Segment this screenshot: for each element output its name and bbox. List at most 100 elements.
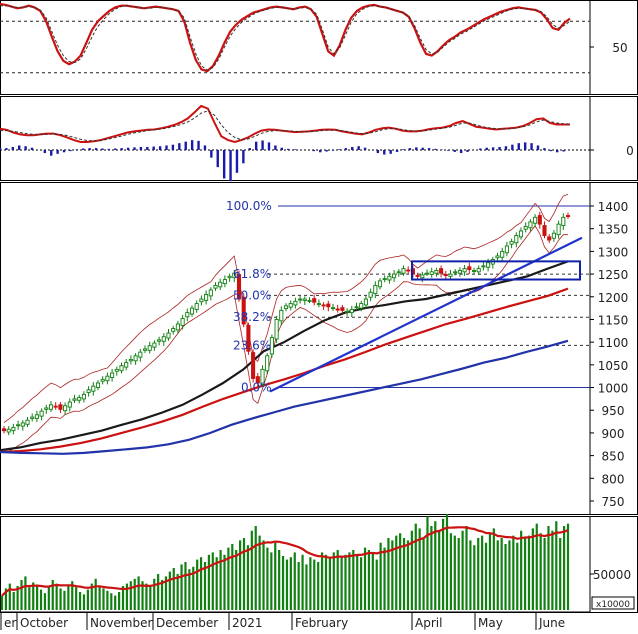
candle-body bbox=[457, 269, 462, 274]
oscillator-signal-line bbox=[0, 5, 571, 71]
candle-body bbox=[504, 245, 509, 254]
candle-body bbox=[213, 284, 218, 289]
candle-body bbox=[434, 269, 439, 274]
candle-body bbox=[486, 262, 491, 268]
candle-body bbox=[269, 337, 274, 355]
x-tick-label: 2021 bbox=[232, 616, 263, 630]
x-tick-label: April bbox=[415, 616, 442, 630]
x-tick-label: October bbox=[20, 616, 68, 630]
candle-body bbox=[476, 268, 481, 273]
candle-body bbox=[312, 298, 317, 303]
candle-body bbox=[293, 300, 298, 306]
price-y-tick-label: 750 bbox=[602, 495, 625, 509]
candle-body bbox=[363, 298, 368, 306]
candle-body bbox=[208, 289, 213, 297]
candle-body bbox=[194, 303, 199, 310]
candle-body bbox=[509, 240, 514, 245]
volume-panel bbox=[0, 514, 570, 610]
candle-body bbox=[48, 404, 54, 410]
x-tick-label: June bbox=[538, 616, 565, 630]
macd-y-tick-label: 0 bbox=[626, 144, 634, 158]
candle-body bbox=[152, 342, 157, 348]
price-y-tick-label: 950 bbox=[602, 404, 625, 418]
candle-body bbox=[58, 404, 63, 410]
candle-body bbox=[180, 318, 185, 326]
candle-body bbox=[119, 365, 124, 372]
candle-body bbox=[25, 419, 30, 425]
candle-body bbox=[462, 268, 467, 273]
candle-body bbox=[528, 221, 533, 229]
candle-body bbox=[246, 324, 251, 352]
candle-body bbox=[260, 368, 265, 385]
candle-body bbox=[373, 284, 378, 295]
candle-body bbox=[171, 328, 176, 332]
candle-body bbox=[547, 236, 552, 241]
candle-body bbox=[401, 268, 406, 274]
axis-labels: 50 0 1400 1350 1300 1250 1200 1150 1100 1050 1000 9… bbox=[0, 41, 635, 630]
trendline bbox=[269, 236, 583, 393]
candle-body bbox=[142, 348, 148, 351]
macd-panel bbox=[0, 104, 590, 182]
x-tick-label: May bbox=[478, 616, 503, 630]
price-y-tick-label: 1050 bbox=[598, 359, 629, 373]
candle-body bbox=[420, 274, 425, 279]
candle-body bbox=[471, 269, 477, 272]
candle-body bbox=[227, 275, 232, 279]
candle-body bbox=[175, 323, 180, 331]
candle-body bbox=[138, 351, 143, 358]
volume-y-tick-label: 50000 bbox=[593, 568, 631, 582]
candle-body bbox=[500, 250, 505, 258]
candle-body bbox=[279, 309, 284, 322]
candle-body bbox=[467, 266, 472, 270]
bollinger-lower-band bbox=[3, 224, 569, 453]
candle-body bbox=[110, 372, 115, 379]
consolidation-zone-box bbox=[411, 260, 581, 281]
candle-body bbox=[72, 398, 77, 401]
price-y-tick-label: 900 bbox=[602, 427, 625, 441]
candle-body bbox=[359, 303, 364, 309]
candle-body bbox=[495, 255, 500, 259]
candle-body bbox=[565, 215, 571, 217]
panel-border bbox=[0, 96, 638, 181]
fibonacci-level-label: 23.6% bbox=[233, 338, 271, 352]
candle-body bbox=[265, 355, 270, 372]
price-panel: 100.0% 61.8% 50.0% 38.2% 23.6% 0.0% bbox=[0, 193, 590, 455]
candle-body bbox=[514, 235, 519, 244]
candle-body bbox=[114, 368, 119, 372]
candle-body bbox=[91, 385, 96, 392]
candle-body bbox=[345, 310, 350, 313]
candle-body bbox=[133, 355, 138, 362]
candle-body bbox=[302, 298, 307, 301]
fibonacci-level-label: 100.0% bbox=[226, 199, 272, 213]
candle-body bbox=[147, 345, 152, 351]
candle-body bbox=[321, 304, 326, 307]
candle-body bbox=[561, 216, 566, 226]
candle-body bbox=[368, 291, 373, 298]
oscillator-panel bbox=[0, 2, 590, 74]
candle-body bbox=[189, 307, 195, 315]
candle-body bbox=[34, 414, 39, 419]
oscillator-line bbox=[0, 2, 571, 73]
candle-body bbox=[44, 407, 49, 410]
candle-body bbox=[537, 215, 542, 225]
candle-body bbox=[222, 279, 227, 285]
candle-body bbox=[415, 274, 420, 277]
candle-body bbox=[396, 271, 401, 274]
candle-body bbox=[161, 336, 166, 342]
macd-signal-line bbox=[0, 110, 571, 142]
ma-long-line bbox=[0, 339, 569, 455]
candle-body bbox=[439, 268, 444, 274]
candle-body bbox=[63, 405, 68, 412]
candle-body bbox=[241, 296, 246, 325]
fibonacci-level-label: 61.8% bbox=[233, 267, 271, 281]
bollinger-upper-band bbox=[3, 193, 569, 423]
candle-body bbox=[236, 274, 242, 300]
x-tick-label: February bbox=[295, 616, 348, 630]
volume-unit-label: x10000 bbox=[596, 600, 630, 610]
ma-medium-line bbox=[0, 287, 569, 454]
candle-body bbox=[11, 427, 16, 432]
x-tick-label: November bbox=[90, 616, 152, 630]
fibonacci-level-label: 38.2% bbox=[233, 310, 271, 324]
candle-body bbox=[406, 269, 411, 272]
